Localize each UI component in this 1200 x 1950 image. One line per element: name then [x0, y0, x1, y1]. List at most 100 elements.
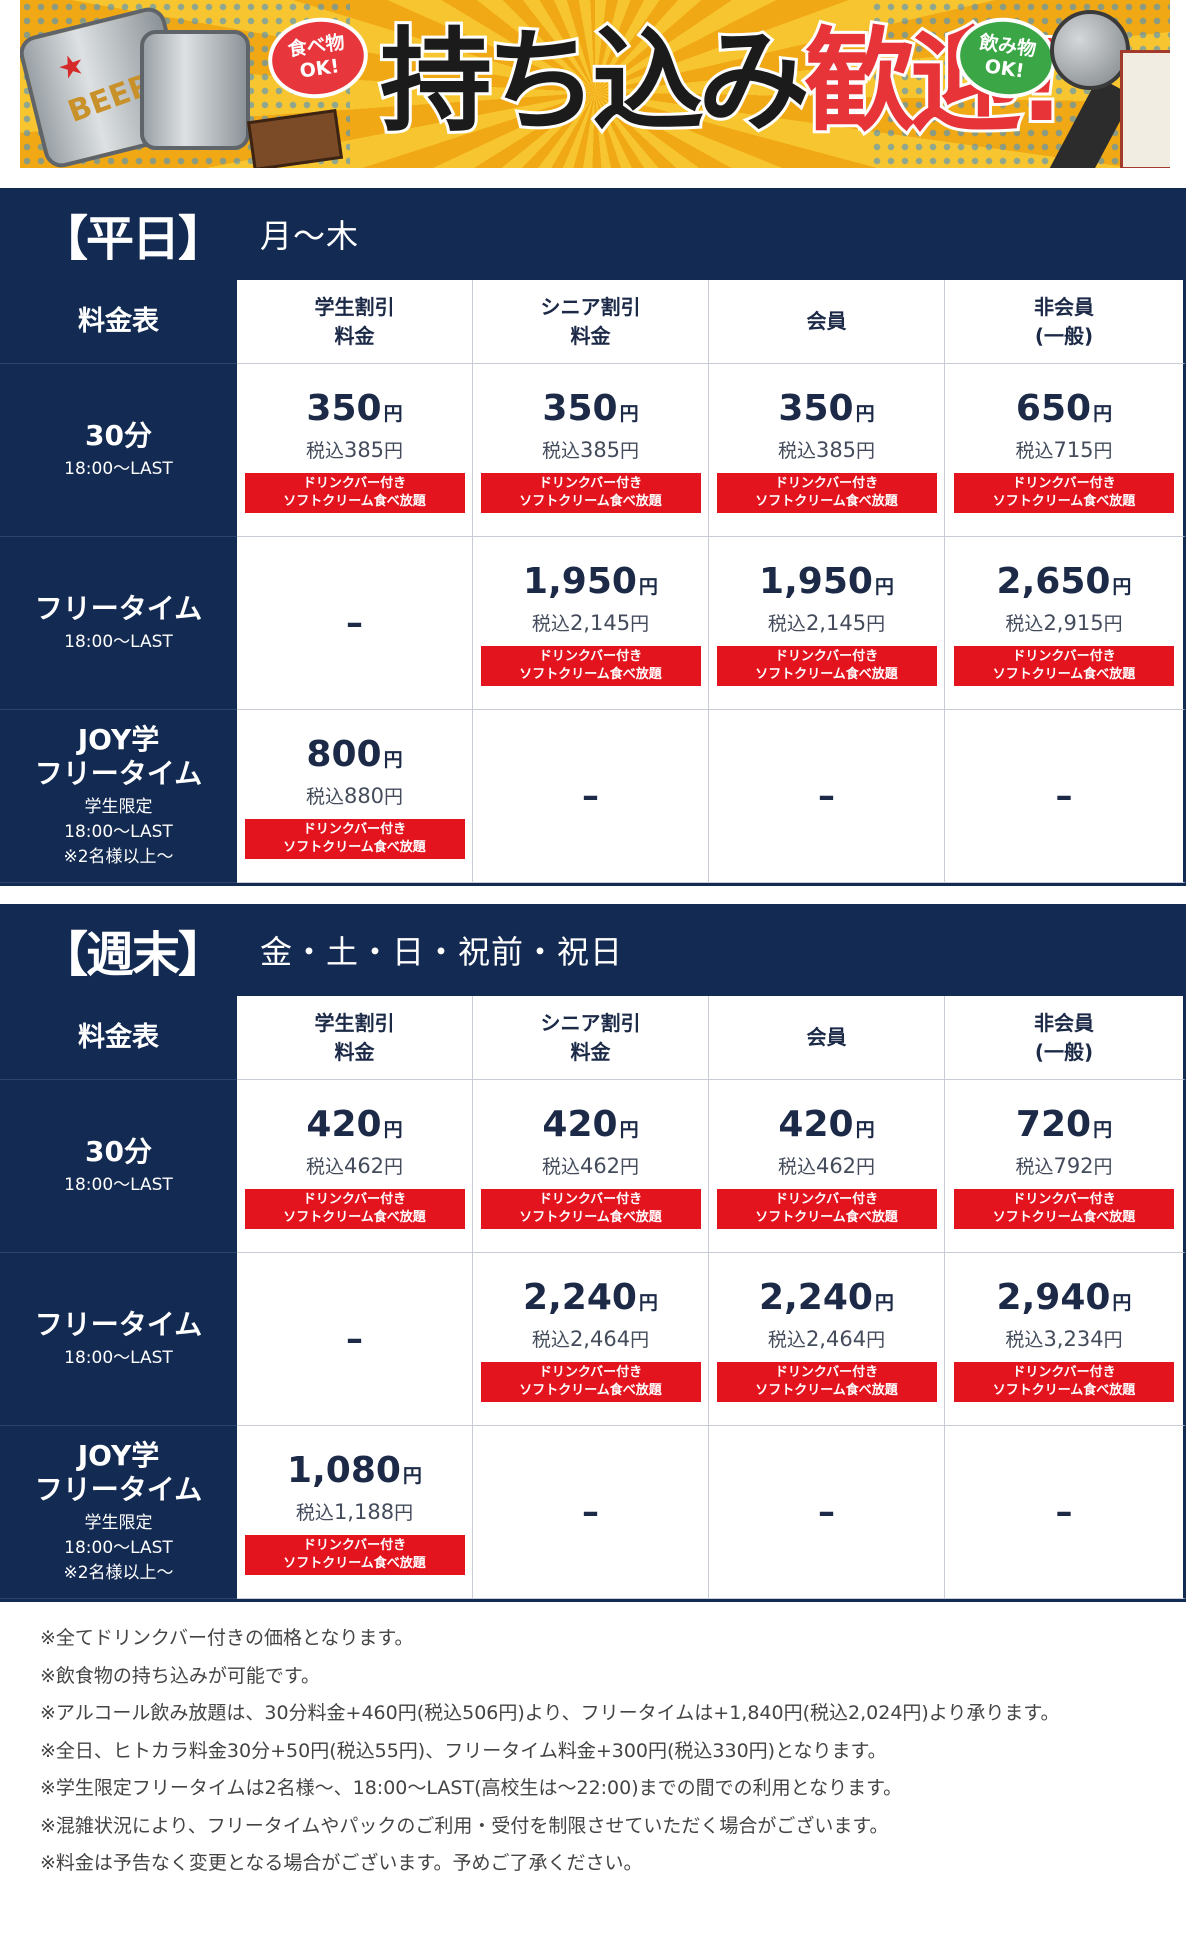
- header-line: 料金: [570, 323, 611, 348]
- price: 800 円: [306, 733, 402, 782]
- tax-label: 税込: [767, 1329, 806, 1351]
- column-header-student: 学生割引 料金: [237, 280, 473, 364]
- corner-label: 料金表: [78, 1022, 159, 1053]
- row-time: 18:00〜LAST: [64, 1174, 173, 1195]
- price-cell-empty: –: [237, 537, 473, 710]
- beer-can-icon: [140, 30, 250, 150]
- tax-value: 792: [1053, 1154, 1094, 1178]
- badge-line: ソフトクリーム食べ放題: [755, 1210, 898, 1225]
- section-title: 【平日】: [40, 211, 226, 267]
- badge-line: ドリンクバー付き: [774, 1192, 879, 1207]
- badge-line: ドリンクバー付き: [538, 649, 643, 664]
- table-corner: 料金表: [0, 996, 237, 1080]
- not-available-dash: –: [818, 776, 835, 816]
- header-line: (一般): [1034, 323, 1094, 348]
- tax-value: 385: [815, 438, 857, 462]
- column-header-member: 会員: [709, 996, 945, 1080]
- badge-line: ソフトクリーム食べ放題: [992, 667, 1136, 682]
- row-name: フリータイム: [34, 1307, 203, 1341]
- not-available-dash: –: [1055, 1492, 1073, 1532]
- price: 420 円: [778, 1103, 874, 1152]
- tax-price: 税込2,145円: [532, 609, 649, 638]
- badge-line: ソフトクリーム食べ放題: [755, 1383, 898, 1398]
- price: 2,940 円: [997, 1276, 1132, 1325]
- promo-banner: ★ BEER 食べ物 OK! 持ち込み歓迎! 飲み物 OK!: [20, 0, 1170, 168]
- yen-unit: 円: [1103, 613, 1123, 635]
- row-header-freetime: フリータイム 18:00〜LAST: [0, 1253, 237, 1426]
- notes-list: ※全てドリンクバー付きの価格となります。 ※飲食物の持ち込みが可能です。 ※アル…: [40, 1620, 1160, 1883]
- not-available-dash: –: [818, 1492, 835, 1532]
- tax-value: 385: [343, 438, 385, 462]
- badge-line: ソフトクリーム食べ放題: [519, 494, 662, 509]
- price: 420 円: [542, 1103, 638, 1152]
- price-value: 800: [306, 734, 382, 775]
- badge-line: ドリンクバー付き: [538, 1365, 643, 1380]
- header-line: (一般): [1034, 1039, 1094, 1064]
- row-name: 30分: [85, 1134, 152, 1168]
- drinkbar-badge: ドリンクバー付き ソフトクリーム食べ放題: [244, 473, 465, 513]
- yen-unit: 円: [856, 1156, 876, 1178]
- price: 350 円: [542, 387, 638, 436]
- yen-unit: 円: [855, 1119, 875, 1141]
- price-table: 料金表 学生割引 料金 シニア割引 料金 会員 非会員 (一般) 30分 18:00〜…: [0, 280, 1186, 886]
- yen-unit: 円: [619, 1119, 639, 1141]
- price-value: 650: [1015, 388, 1092, 429]
- drinkbar-badge: ドリンクバー付き ソフトクリーム食べ放題: [954, 1362, 1174, 1402]
- price-value: 420: [542, 1104, 618, 1145]
- note-item: ※料金は予告なく変更となる場合がございます。予めご了承ください。: [40, 1852, 643, 1874]
- yen-unit: 円: [874, 576, 894, 598]
- tax-label: 税込: [541, 440, 580, 462]
- price-value: 350: [306, 388, 382, 429]
- price: 720 円: [1016, 1103, 1112, 1152]
- drinkbar-badge: ドリンクバー付き ソフトクリーム食べ放題: [244, 819, 465, 859]
- price-cell-empty: –: [945, 710, 1186, 883]
- column-header-nonmember: 非会員 (一般): [945, 996, 1186, 1080]
- tax-value: 3,234: [1043, 1327, 1104, 1351]
- tax-price: 税込385円: [306, 436, 403, 465]
- badge-line: ソフトクリーム食べ放題: [519, 1383, 662, 1398]
- badge-line: ソフトクリーム食べ放題: [992, 494, 1136, 509]
- drinkbar-badge: ドリンクバー付き ソフトクリーム食べ放題: [954, 1189, 1174, 1229]
- tax-value: 2,464: [569, 1327, 631, 1351]
- badge-line: ソフトクリーム食べ放題: [519, 667, 662, 682]
- yen-unit: 円: [383, 749, 403, 771]
- tax-label: 税込: [541, 1156, 580, 1178]
- drinkbar-badge: ドリンクバー付き ソフトクリーム食べ放題: [480, 473, 701, 513]
- row-header-joy-freetime: JOY学 フリータイム 学生限定 18:00〜LAST ※2名様以上〜: [0, 710, 237, 883]
- price: 2,650 円: [997, 560, 1132, 609]
- row-time: 18:00〜LAST: [64, 821, 173, 842]
- tax-price: 税込715円: [1015, 436, 1112, 465]
- price-cell: 350 円 税込385円 ドリンクバー付き ソフトクリーム食べ放題: [473, 364, 709, 537]
- tax-value: 1,188: [333, 1500, 395, 1524]
- bubble-text: OK!: [298, 55, 341, 83]
- tax-price: 税込462円: [542, 1152, 639, 1181]
- price: 350 円: [306, 387, 402, 436]
- drinkbar-badge: ドリンクバー付きソフトクリーム食べ放題: [480, 1362, 701, 1402]
- header-line: 非会員: [1034, 1010, 1094, 1035]
- price: 350 円: [778, 387, 874, 436]
- badge-line: ドリンクバー付き: [774, 1365, 879, 1380]
- price-cell-empty: –: [237, 1253, 473, 1426]
- price-cell: 2,650 円 税込2,915円 ドリンクバー付き ソフトクリーム食べ放題: [945, 537, 1186, 710]
- header-line: 非会員: [1034, 294, 1094, 319]
- badge-line: ソフトクリーム食べ放題: [755, 667, 898, 682]
- bubble-text: OK!: [983, 55, 1026, 83]
- row-name: フリータイム: [34, 1472, 203, 1506]
- tax-price: 税込3,234円: [1005, 1325, 1122, 1354]
- badge-line: ドリンクバー付き: [302, 1192, 407, 1207]
- price-cell: 420 円 税込462円 ドリンクバー付き ソフトクリーム食べ放題: [237, 1080, 473, 1253]
- microphone-icon: [1050, 10, 1130, 90]
- row-header-30min: 30分 18:00〜LAST: [0, 364, 237, 537]
- yen-unit: 円: [620, 1156, 640, 1178]
- badge-line: ソフトクリーム食べ放題: [755, 494, 898, 509]
- drinkbar-badge: ドリンクバー付きソフトクリーム食べ放題: [716, 1362, 937, 1402]
- badge-line: ドリンクバー付き: [1012, 476, 1116, 491]
- price: 2,240 円: [523, 1276, 658, 1325]
- badge-line: ソフトクリーム食べ放題: [283, 1210, 426, 1225]
- price: 420 円: [306, 1103, 402, 1152]
- tax-value: 462: [343, 1154, 385, 1178]
- yen-unit: 円: [1093, 1119, 1113, 1141]
- yen-unit: 円: [383, 403, 403, 425]
- drink-cup-icon: [1120, 50, 1170, 168]
- tax-price: 税込1,188円: [296, 1498, 413, 1527]
